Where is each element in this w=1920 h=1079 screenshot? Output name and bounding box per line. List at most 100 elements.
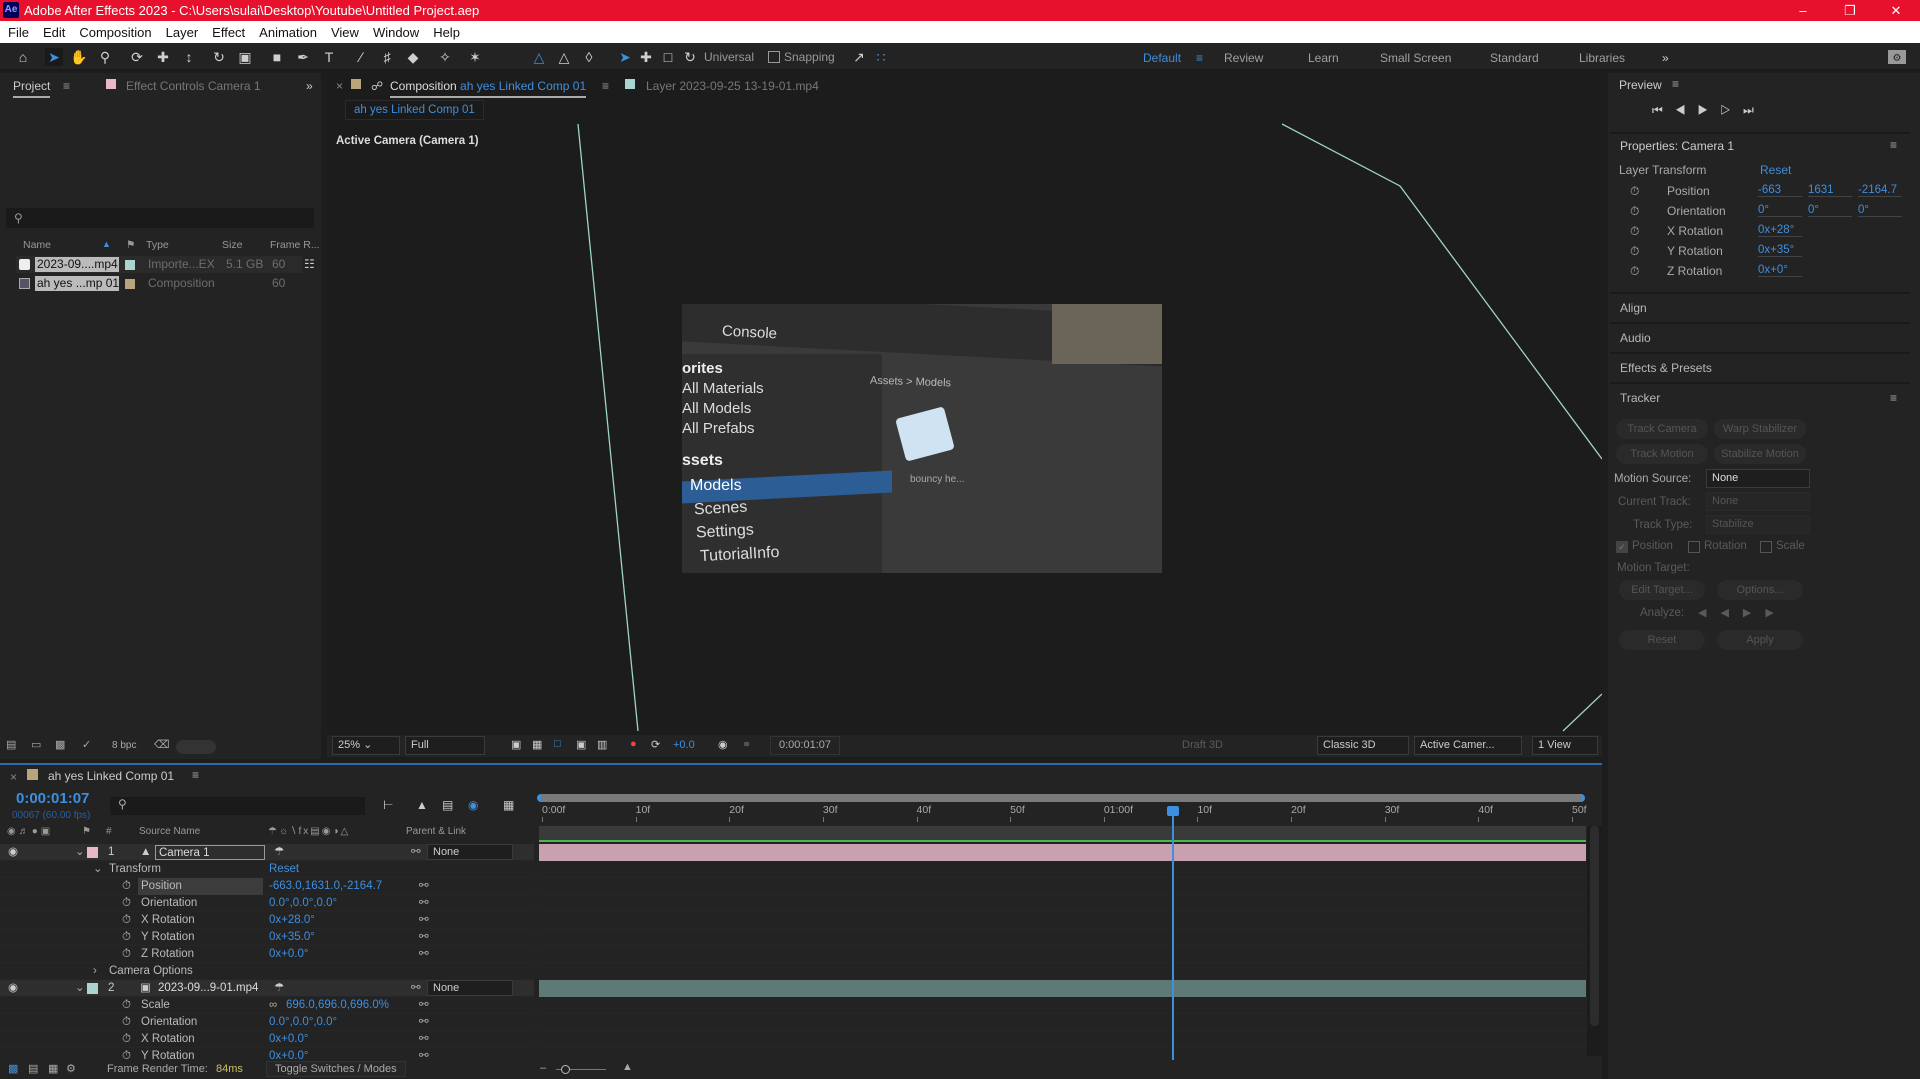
- stopwatch-icon[interactable]: ⏱: [1630, 244, 1640, 258]
- comp-flowchart-icon[interactable]: ⊢: [383, 798, 394, 812]
- current-time[interactable]: 0:00:01:07: [770, 736, 840, 755]
- property-row[interactable]: ⏱ Y Rotation 0x+35.0° ⚯: [0, 929, 534, 946]
- roto-brush-icon[interactable]: ✧: [439, 49, 451, 65]
- type-tool-icon[interactable]: T: [324, 49, 334, 65]
- tab-composition[interactable]: Composition ah yes Linked Comp 01: [390, 79, 587, 98]
- render-time-icon[interactable]: ⚙: [66, 1063, 76, 1075]
- property-value[interactable]: 0x+35°: [1758, 244, 1802, 257]
- close-timeline-icon[interactable]: ×: [10, 770, 18, 784]
- property-row[interactable]: ⏱ Position -663.0,1631.0,-2164.7 ⚯: [0, 878, 534, 895]
- col-name[interactable]: Name: [23, 239, 52, 251]
- workspace-menu-icon[interactable]: ≡: [1196, 51, 1204, 65]
- track-type-dropdown[interactable]: Stabilize: [1706, 515, 1810, 534]
- 3d-scale-icon[interactable]: □: [663, 49, 673, 65]
- analyze-controls[interactable]: ◀◀▶▶: [1698, 607, 1788, 619]
- property-value[interactable]: 0°: [1758, 204, 1802, 217]
- layer-bar[interactable]: [539, 980, 1586, 997]
- flowchart-icon[interactable]: ☷: [304, 257, 315, 271]
- new-comp-icon[interactable]: ▩: [55, 739, 66, 751]
- property-value[interactable]: 0x+0.0°: [269, 948, 309, 960]
- menu-edit[interactable]: Edit: [42, 24, 66, 40]
- restore-icon[interactable]: ❐: [1844, 3, 1856, 18]
- timeline-scrollbar[interactable]: [1587, 826, 1602, 1056]
- properties-menu-icon[interactable]: ≡: [1890, 138, 1898, 152]
- rotation-checkbox[interactable]: [1688, 541, 1700, 553]
- constrain-link-icon[interactable]: ∞: [269, 999, 278, 1011]
- renderer-dropdown[interactable]: Classic 3D: [1317, 736, 1409, 755]
- shy-switch-icon[interactable]: ☂: [274, 846, 285, 858]
- stopwatch-icon[interactable]: ⏱: [122, 1050, 131, 1062]
- brush-tool-icon[interactable]: ∕: [359, 49, 363, 65]
- expression-pickwhip-icon[interactable]: ⚯: [419, 1033, 429, 1045]
- property-value[interactable]: 0°: [1858, 204, 1902, 217]
- property-value[interactable]: 0x+0°: [1758, 264, 1802, 277]
- play-icon[interactable]: ▶: [1697, 103, 1721, 117]
- resolution-dropdown[interactable]: Full: [405, 736, 485, 755]
- eraser-icon[interactable]: ◆: [407, 49, 419, 65]
- panel-overflow-icon[interactable]: »: [306, 79, 313, 93]
- workspace-small-screen[interactable]: Small Screen: [1380, 51, 1452, 65]
- frame-blending-icon[interactable]: ▤: [442, 798, 454, 812]
- expression-pickwhip-icon[interactable]: ⚯: [419, 914, 429, 926]
- menu-view[interactable]: View: [330, 24, 359, 40]
- edit-target-button[interactable]: Edit Target...: [1619, 580, 1705, 600]
- tab-project[interactable]: Project: [13, 79, 51, 98]
- twirl-down-icon[interactable]: ⌄: [75, 846, 85, 858]
- pickwhip-icon[interactable]: ⚯: [411, 846, 421, 858]
- view-dropdown[interactable]: Active Camer...: [1414, 736, 1522, 755]
- hand-tool-icon[interactable]: ✋: [70, 49, 88, 65]
- property-value[interactable]: 0x+28°: [1758, 224, 1802, 237]
- tracker-menu-icon[interactable]: ≡: [1890, 391, 1898, 405]
- transfer-controls-icon[interactable]: ▤: [28, 1063, 39, 1075]
- reset-exposure-icon[interactable]: ⟳: [651, 739, 661, 751]
- stopwatch-icon[interactable]: ⏱: [122, 914, 131, 926]
- zoom-tool-icon[interactable]: ⚲: [99, 49, 111, 65]
- pen-tool-icon[interactable]: ✒: [297, 49, 309, 65]
- timeline-timecode[interactable]: 0:00:01:07: [16, 790, 90, 807]
- puppet-pin-icon[interactable]: ✶: [469, 49, 481, 65]
- property-row[interactable]: ⏱ Orientation 0.0°,0.0°,0.0° ⚯: [0, 895, 534, 912]
- lock-icon[interactable]: ☍: [371, 79, 384, 93]
- search-help-icon[interactable]: ⚙: [1888, 50, 1906, 64]
- mask-visibility-icon[interactable]: □: [554, 738, 561, 750]
- menu-help[interactable]: Help: [433, 24, 460, 40]
- current-track-dropdown[interactable]: None: [1706, 492, 1810, 511]
- audio-panel[interactable]: Audio: [1610, 322, 1910, 352]
- layer-name[interactable]: 2023-09...9-01.mp4: [158, 982, 259, 994]
- effects-presets-panel[interactable]: Effects & Presets: [1610, 352, 1910, 382]
- property-row[interactable]: ⏱ Orientation 0.0°,0.0°,0.0° ⚯: [0, 1014, 534, 1031]
- timeline-tab[interactable]: ah yes Linked Comp 01: [48, 769, 175, 783]
- new-folder-icon[interactable]: ▭: [31, 739, 42, 751]
- stopwatch-icon[interactable]: ⏱: [122, 1016, 131, 1028]
- layer-name[interactable]: Camera 1: [155, 845, 265, 860]
- tracker-apply-button[interactable]: Apply: [1717, 630, 1803, 650]
- interpret-footage-icon[interactable]: ▤: [6, 739, 17, 751]
- prev-frame-icon[interactable]: ◀: [1674, 103, 1698, 117]
- 3d-select-icon[interactable]: ➤: [619, 49, 631, 65]
- home-icon[interactable]: ⌂: [18, 49, 28, 65]
- work-area-bar[interactable]: [537, 794, 1585, 802]
- thumbnail-slider[interactable]: [176, 740, 216, 754]
- time-ruler[interactable]: 0:00f 10f 20f 30f 40f 50f 01:00f 10f 20f 30f 40f 50…: [539, 804, 1587, 822]
- parent-dropdown[interactable]: None: [427, 844, 513, 860]
- property-row[interactable]: ⏱ X Rotation 0x+28.0° ⚯: [0, 912, 534, 929]
- channel-icon[interactable]: ●: [630, 738, 637, 750]
- property-group[interactable]: ⌄ Transform Reset: [0, 861, 534, 878]
- motion-source-dropdown[interactable]: None: [1706, 469, 1810, 488]
- property-value[interactable]: 0.0°,0.0°,0.0°: [269, 1016, 338, 1028]
- comp-breadcrumb[interactable]: ah yes Linked Comp 01: [345, 100, 484, 120]
- position-checkbox[interactable]: ✓: [1616, 541, 1628, 553]
- track-motion-button[interactable]: Track Motion: [1616, 444, 1708, 464]
- snap-grid-icon[interactable]: ∷: [876, 49, 886, 65]
- layer-row[interactable]: ◉ ⌄ 1 ▲ Camera 1 ☂ ⚯ None: [0, 844, 534, 861]
- expression-pickwhip-icon[interactable]: ⚯: [419, 1016, 429, 1028]
- tab-effect-controls[interactable]: Effect Controls Camera 1: [126, 79, 261, 93]
- 3d-rotate-icon[interactable]: ↻: [684, 49, 696, 65]
- anchor-tool-icon[interactable]: ▣: [238, 49, 252, 65]
- trash-icon[interactable]: ⌫: [154, 739, 170, 751]
- stopwatch-icon[interactable]: ⏱: [122, 999, 131, 1011]
- world-axis-icon[interactable]: △: [558, 49, 570, 65]
- layer-bar[interactable]: [539, 844, 1586, 861]
- stopwatch-icon[interactable]: ⏱: [122, 931, 131, 943]
- options-button[interactable]: Options...: [1717, 580, 1803, 600]
